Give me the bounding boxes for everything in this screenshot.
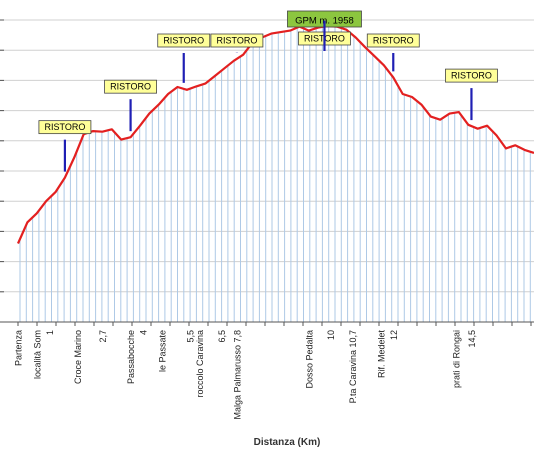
x-tick-label: le Passate	[157, 330, 167, 372]
x-tick-label: Dosso Pedalta	[304, 330, 314, 389]
elevation-line	[16, 24, 534, 244]
ristoro-label-box	[210, 33, 264, 48]
x-tick-label: Croce Marino	[73, 330, 83, 384]
x-tick-label: 10	[326, 330, 336, 340]
ristoro-label: RISTORO	[216, 36, 257, 46]
area-fill-lines	[19, 26, 531, 322]
ristoro-label-box	[157, 33, 211, 48]
x-tick-label: Passabocche	[126, 330, 136, 384]
ristoro-label: RISTORO	[451, 71, 492, 81]
x-tick-label: 6,5	[217, 330, 227, 343]
ristoro-label-box	[38, 120, 92, 135]
x-axis	[0, 321, 534, 326]
gridlines	[0, 19, 534, 323]
x-tick-label: Malga Palmarusso 7,8	[232, 330, 242, 420]
x-tick-label: prati di Rongai	[451, 330, 461, 388]
x-tick-label: Partenza	[14, 330, 24, 366]
ristoro-label: RISTORO	[373, 36, 414, 46]
x-tick-label: 1	[45, 330, 55, 335]
x-tick-label: 14,5	[467, 330, 477, 348]
x-axis-title: Distanza (Km)	[254, 437, 321, 448]
x-tick-label: 2,7	[98, 330, 108, 343]
x-tick-label: roccolo Caravina	[195, 330, 205, 398]
ristoro-label: RISTORO	[44, 122, 85, 132]
x-tick-label: 12	[389, 330, 399, 340]
ristoro-label: RISTORO	[163, 36, 204, 46]
x-tick-labels: Partenza località Som 1 Croce Marino 2,7 Pass…	[14, 330, 478, 420]
ristoro-label-box	[104, 79, 157, 94]
x-tick-label: 5,5	[186, 330, 196, 343]
ristoro-label-box	[366, 33, 420, 48]
x-tick-label: P.ta Caravina 10,7	[348, 330, 358, 403]
ristoro-label-box	[445, 68, 498, 83]
x-tick-label: 4	[139, 330, 149, 335]
x-tick-label: Rif. Medelet	[376, 330, 386, 379]
ristoro-label: RISTORO	[110, 82, 151, 92]
x-tick-label: località Som	[32, 330, 42, 379]
